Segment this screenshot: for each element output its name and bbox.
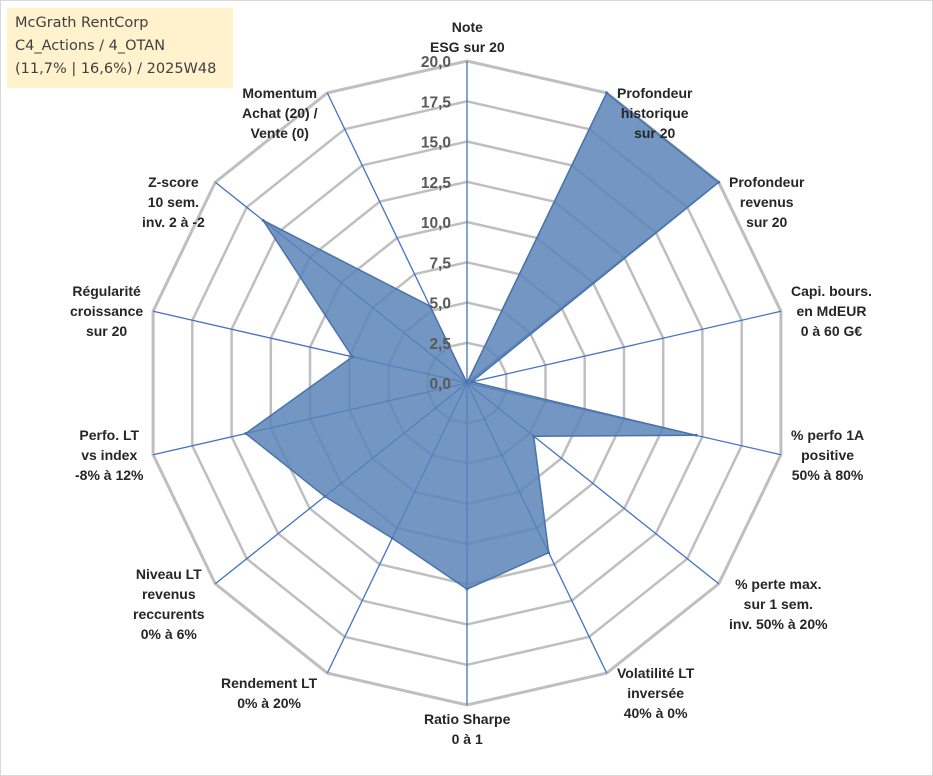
axis-label-line: 0 à 1	[451, 731, 483, 747]
axis-label-line: Régularité	[72, 283, 141, 299]
axis-label-line: 40% à 0%	[623, 705, 688, 721]
axis-label-line: Achat (20) /	[242, 105, 318, 121]
axis-label-line: sur 20	[85, 323, 128, 339]
axis-label-line: inv. 2 à -2	[142, 214, 205, 230]
axis-label-line: % perte max.	[735, 576, 822, 592]
data-point-3	[470, 380, 474, 384]
axis-label-13: Momentum Achat (20) / Vente (0)	[242, 83, 317, 143]
axis-label-line: Niveau LT	[135, 566, 202, 582]
axis-label-line: % perfo 1A	[791, 427, 865, 443]
chart-title-box: McGrath RentCorp C4_Actions / 4_OTAN (11…	[7, 8, 233, 88]
axis-label-line: 10 sem.	[147, 194, 200, 210]
tick-label-2: 5,0	[429, 296, 451, 313]
data-point-11	[350, 355, 354, 359]
tick-label-3: 7,5	[429, 255, 451, 272]
tick-label-5: 12,5	[421, 175, 452, 192]
tick-labels: 0,0 2,5 5,0 7,5 10,0 12,5 15,0 17,5 20,0	[421, 54, 452, 393]
axis-label-10: Perfo. LT vs index -8% à 12%	[75, 425, 143, 485]
axis-label-line: Momentum	[242, 85, 318, 101]
axis-label-9: Niveau LT revenus reccurents 0% à 6%	[133, 564, 205, 644]
axis-label-5: % perte max. sur 1 sem. inv. 50% à 20%	[729, 574, 828, 634]
data-point-9	[323, 494, 327, 498]
axis-line-3	[466, 310, 782, 384]
title-portfolio: C4_Actions / 4_OTAN	[15, 38, 166, 54]
axis-label-4: % perfo 1A positive 50% à 80%	[791, 425, 864, 485]
data-point-1	[605, 91, 609, 95]
data-point-13	[428, 304, 432, 308]
axis-label-line: historique	[620, 105, 689, 121]
data-point-7	[465, 587, 469, 591]
data-point-10	[244, 432, 248, 435]
tick-label-4: 10,0	[421, 215, 451, 232]
data-point-4	[694, 433, 698, 437]
data-point-2	[717, 180, 721, 184]
axis-label-line: Perfo. LT	[79, 427, 140, 443]
title-stats: (11,7% | 16,6%) / 2025W48	[15, 61, 217, 77]
axis-label-8: Rendement LT 0% à 20%	[221, 673, 317, 713]
axis-label-line: Note	[451, 19, 483, 35]
tick-label-6: 15,0	[421, 135, 451, 152]
axis-label-line: en MdEUR	[796, 303, 867, 319]
data-point-6	[547, 551, 551, 555]
axis-label-line: Volatilité LT	[617, 665, 695, 681]
axis-label-line: vs index	[81, 447, 138, 463]
axis-label-line: Profondeur	[617, 85, 693, 101]
axis-label-line: positive	[801, 447, 855, 463]
axis-label-line: -8% à 12%	[75, 467, 144, 483]
axis-label-0: Note ESG sur 20	[430, 17, 505, 57]
axis-label-line: sur 20	[634, 125, 676, 141]
axis-label-line: 0 à 60 G€	[800, 323, 863, 339]
axis-label-line: revenus	[739, 194, 794, 210]
tick-label-1: 2,5	[429, 336, 451, 353]
title-company: McGrath RentCorp	[15, 15, 149, 31]
axis-label-line: Capi. bours.	[791, 283, 872, 299]
axis-label-7: Ratio Sharpe 0 à 1	[424, 709, 510, 749]
axis-label-line: inv. 50% à 20%	[729, 616, 828, 632]
axis-label-line: revenus	[141, 586, 196, 602]
axis-label-6: Volatilité LT inversée 40% à 0%	[617, 663, 694, 723]
data-point-0	[465, 381, 469, 385]
tick-label-8: 20,0	[421, 54, 451, 71]
tick-label-7: 17,5	[421, 94, 452, 111]
axis-label-line: 0% à 20%	[237, 695, 302, 711]
axis-label-line: Rendement LT	[221, 675, 318, 691]
axis-label-line: Vente (0)	[250, 125, 309, 141]
axis-label-2: Profondeur revenus sur 20	[729, 172, 804, 232]
axis-label-12: Z-score 10 sem. inv. 2 à -2	[142, 172, 205, 232]
axis-label-line: sur 1 sem.	[743, 596, 813, 612]
data-point-8	[390, 536, 394, 540]
data-point-12	[261, 218, 265, 222]
tick-label-0: 0,0	[429, 376, 451, 393]
axis-label-line: sur 20	[746, 214, 788, 230]
axis-label-line: Z-score	[148, 174, 199, 190]
axis-label-line: croissance	[70, 303, 144, 319]
axis-label-line: ESG sur 20	[430, 39, 505, 55]
data-point-5	[532, 434, 536, 438]
series-layer	[244, 91, 721, 591]
axis-label-line: 50% à 80%	[791, 467, 864, 483]
axis-label-line: inversée	[627, 685, 685, 701]
axis-label-3: Capi. bours. en MdEUR 0 à 60 G€	[791, 281, 872, 341]
axis-label-1: Profondeur historique sur 20	[617, 83, 692, 143]
axis-label-11: Régularité croissance sur 20	[70, 281, 143, 341]
axis-label-line: reccurents	[133, 606, 205, 622]
axis-label-line: 0% à 6%	[140, 626, 197, 642]
axis-label-line: Profondeur	[729, 174, 805, 190]
axis-label-line: Ratio Sharpe	[424, 711, 511, 727]
